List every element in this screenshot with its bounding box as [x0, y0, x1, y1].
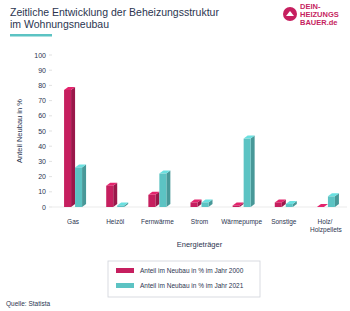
y-tick [49, 100, 52, 101]
x-tick-label: Holz/ Holzpellets [310, 218, 343, 234]
x-tick-label: Wärmepumpe [221, 218, 262, 226]
y-axis-label: Anteil Neubau in % [15, 99, 24, 163]
bar-top [117, 202, 128, 205]
bar-top [244, 136, 255, 139]
x-tick-label: Strom [191, 218, 208, 225]
bar [317, 207, 324, 208]
bar [75, 167, 82, 207]
bar-top [159, 171, 170, 174]
bar-top [148, 192, 159, 195]
x-tick-label: Sonstige [271, 218, 297, 226]
bar [148, 195, 155, 207]
legend-box [108, 261, 260, 297]
bar [233, 205, 240, 207]
bar [202, 202, 209, 207]
logo-house [286, 11, 294, 16]
bar-top [286, 201, 297, 204]
y-tick [49, 207, 52, 208]
logo: DEIN-HEIZUNGSBAUER.de [283, 2, 339, 27]
y-tick-label: 80 [38, 82, 46, 89]
bar [64, 90, 71, 207]
x-tick-label: Gas [67, 218, 80, 225]
y-tick-label: 70 [38, 97, 46, 104]
bar-side [71, 87, 75, 207]
bar [106, 186, 113, 207]
bar-top [202, 199, 213, 202]
bar-top [64, 87, 75, 90]
bar-top [191, 199, 202, 202]
y-tick-label: 10 [38, 188, 46, 195]
y-tick-label: 60 [38, 112, 46, 119]
legend-swatch [116, 268, 134, 273]
x-tick-label: Fernwärme [141, 218, 174, 225]
bar-side [166, 171, 170, 207]
bar-top [75, 164, 86, 167]
legend-label: Anteil im Neubau in % im Jahr 2021 [140, 282, 244, 289]
y-tick-label: 20 [38, 173, 46, 180]
bar-side [82, 164, 86, 207]
bar-top [233, 202, 244, 205]
bar-top [317, 204, 328, 207]
bar [159, 174, 166, 207]
x-tick-label: Heizöl [106, 218, 125, 225]
y-tick-label: 50 [38, 128, 46, 135]
y-tick [49, 161, 52, 162]
y-tick [49, 115, 52, 116]
y-tick [49, 85, 52, 86]
logo-icon [283, 7, 297, 21]
y-tick [49, 146, 52, 147]
y-tick-label: 90 [38, 67, 46, 74]
bar-top [106, 183, 117, 186]
legend: Anteil im Neubau in % im Jahr 2000 Anteil… [108, 261, 260, 297]
title-underline [10, 34, 52, 37]
bar-side [251, 136, 255, 207]
y-tick-label: 0 [42, 204, 46, 211]
baseline [52, 207, 347, 208]
bar-top [275, 199, 286, 202]
y-tick [49, 131, 52, 132]
source: Quelle: Statista [6, 300, 50, 308]
y-tick [49, 191, 52, 192]
bar [191, 202, 198, 207]
y-tick-label: 30 [38, 158, 46, 165]
y-tick-label: 40 [38, 143, 46, 150]
bar [328, 196, 335, 207]
bar-side [113, 183, 117, 207]
y-tick [49, 55, 52, 56]
x-axis-label: Energieträger [177, 240, 223, 249]
logo-text: BAUER.de [300, 18, 338, 27]
y-tick [49, 70, 52, 71]
bar [117, 205, 124, 207]
bars [64, 87, 339, 207]
legend-swatch [116, 283, 134, 288]
bar-top [328, 193, 339, 196]
legend-label: Anteil im Neubau in % im Jahr 2000 [140, 267, 244, 274]
bar [275, 202, 282, 207]
title: Zeitliche Entwicklung der Beheizungsstru… [10, 6, 219, 30]
bar [286, 204, 293, 207]
bar [244, 139, 251, 207]
y-tick [49, 176, 52, 177]
chart: Zeitliche Entwicklung der Beheizungsstru… [0, 0, 350, 311]
y-tick-label: 100 [34, 52, 46, 59]
